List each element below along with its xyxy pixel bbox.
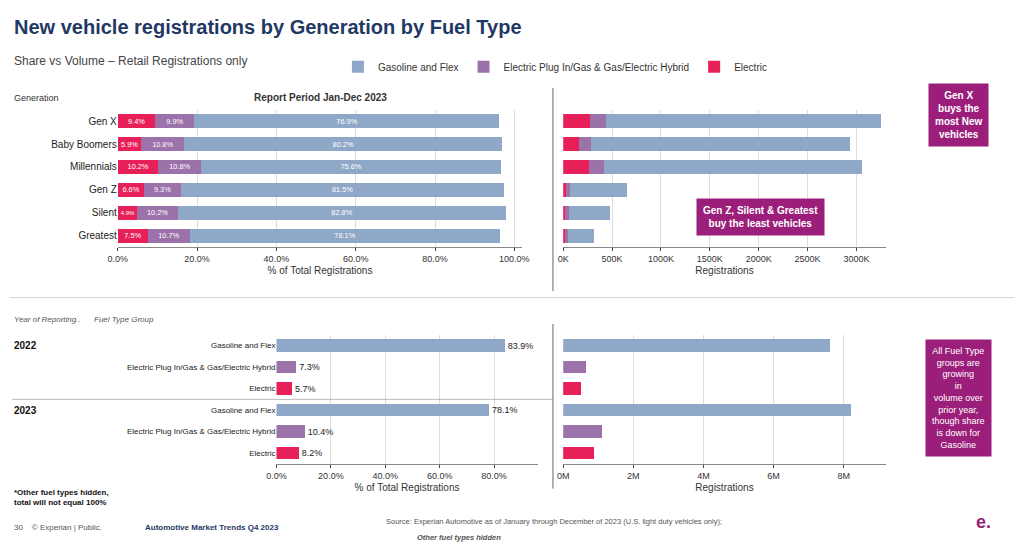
svg-text:All Fuel Typegroups aregrowing: All Fuel Typegroups aregrowinginvolume o… bbox=[932, 346, 985, 450]
svg-text:76.9%: 76.9% bbox=[336, 117, 357, 126]
svg-text:0K: 0K bbox=[558, 254, 569, 264]
svg-text:Gen X: Gen X bbox=[88, 116, 117, 127]
svg-text:7.5%: 7.5% bbox=[124, 231, 141, 240]
svg-text:2000K: 2000K bbox=[746, 254, 772, 264]
svg-text:0.0%: 0.0% bbox=[108, 254, 129, 264]
svg-text:New vehicle registrations by G: New vehicle registrations by Generation … bbox=[14, 16, 522, 38]
svg-text:3000K: 3000K bbox=[843, 254, 869, 264]
svg-text:Electric: Electric bbox=[734, 62, 767, 73]
svg-text:Gen Xbuys themost Newvehicles: Gen Xbuys themost Newvehicles bbox=[935, 90, 982, 140]
svg-text:9.3%: 9.3% bbox=[154, 185, 171, 194]
svg-text:*Other fuel types hidden,total: *Other fuel types hidden,total will not … bbox=[14, 488, 109, 507]
svg-text:0.0%: 0.0% bbox=[266, 471, 287, 481]
svg-text:Gasoline and Flex: Gasoline and Flex bbox=[211, 341, 275, 350]
svg-text:Fuel Type Group: Fuel Type Group bbox=[94, 315, 154, 324]
svg-text:Report Period Jan-Dec 2023: Report Period Jan-Dec 2023 bbox=[254, 92, 387, 103]
svg-text:30 © Experian | Public.: 30 © Experian | Public. bbox=[14, 523, 102, 532]
svg-text:40.0%: 40.0% bbox=[373, 471, 399, 481]
svg-text:9.9%: 9.9% bbox=[166, 117, 183, 126]
svg-text:80.0%: 80.0% bbox=[422, 254, 448, 264]
svg-text:Millennials: Millennials bbox=[70, 161, 117, 172]
svg-text:10.2%: 10.2% bbox=[128, 162, 149, 171]
svg-text:4.9%: 4.9% bbox=[121, 210, 135, 216]
svg-text:6M: 6M bbox=[767, 471, 780, 481]
svg-text:10.2%: 10.2% bbox=[147, 208, 168, 217]
svg-text:Silent: Silent bbox=[92, 207, 117, 218]
svg-text:Electric Plug In/Gas & Gas/Ele: Electric Plug In/Gas & Gas/Electric Hybr… bbox=[504, 62, 690, 73]
svg-text:6.6%: 6.6% bbox=[122, 185, 139, 194]
svg-text:10.7%: 10.7% bbox=[158, 231, 179, 240]
svg-text:9.4%: 9.4% bbox=[128, 117, 145, 126]
svg-text:4M: 4M bbox=[697, 471, 710, 481]
svg-text:10.8%: 10.8% bbox=[169, 162, 190, 171]
svg-text:60.0%: 60.0% bbox=[427, 471, 453, 481]
svg-text:78.1%: 78.1% bbox=[334, 231, 355, 240]
svg-text:Registrations: Registrations bbox=[695, 265, 753, 276]
svg-text:80.0%: 80.0% bbox=[481, 471, 507, 481]
svg-text:78.1%: 78.1% bbox=[492, 405, 518, 415]
svg-text:Electric Plug In/Gas & Gas/Ele: Electric Plug In/Gas & Gas/Electric Hybr… bbox=[127, 427, 276, 436]
svg-text:Source: Experian Automotive as: Source: Experian Automotive as of Januar… bbox=[386, 517, 722, 526]
svg-text:8.2%: 8.2% bbox=[302, 448, 323, 458]
svg-text:82.8%: 82.8% bbox=[331, 208, 352, 217]
svg-text:% of Total Registrations: % of Total Registrations bbox=[268, 265, 373, 276]
svg-text:2023: 2023 bbox=[14, 405, 37, 416]
svg-text:Baby Boomers: Baby Boomers bbox=[51, 139, 117, 150]
svg-text:Electric: Electric bbox=[249, 384, 275, 393]
svg-text:75.6%: 75.6% bbox=[340, 162, 361, 171]
svg-text:60.0%: 60.0% bbox=[343, 254, 369, 264]
svg-text:e.: e. bbox=[976, 512, 991, 532]
svg-text:Other fuel types hidden: Other fuel types hidden bbox=[417, 533, 501, 542]
svg-text:500K: 500K bbox=[602, 254, 623, 264]
svg-text:Electric Plug In/Gas & Gas/Ele: Electric Plug In/Gas & Gas/Electric Hybr… bbox=[127, 363, 276, 372]
svg-text:7.3%: 7.3% bbox=[299, 362, 320, 372]
svg-text:Generation: Generation bbox=[14, 93, 59, 103]
svg-text:Registrations: Registrations bbox=[695, 482, 753, 493]
svg-text:80.2%: 80.2% bbox=[333, 140, 354, 149]
svg-text:10.8%: 10.8% bbox=[152, 140, 173, 149]
svg-text:20.0%: 20.0% bbox=[184, 254, 210, 264]
svg-text:83.9%: 83.9% bbox=[508, 341, 534, 351]
svg-text:Gasoline and Flex: Gasoline and Flex bbox=[211, 406, 275, 415]
svg-text:0M: 0M bbox=[557, 471, 570, 481]
svg-text:% of Total Registrations: % of Total Registrations bbox=[355, 482, 460, 493]
svg-text:8M: 8M bbox=[837, 471, 850, 481]
svg-text:5.9%: 5.9% bbox=[121, 140, 138, 149]
svg-text:1500K: 1500K bbox=[697, 254, 723, 264]
svg-text:2M: 2M bbox=[627, 471, 640, 481]
svg-text:Gen Z: Gen Z bbox=[89, 184, 117, 195]
svg-text:100.0%: 100.0% bbox=[499, 254, 530, 264]
svg-text:2500K: 2500K bbox=[795, 254, 821, 264]
svg-text:40.0%: 40.0% bbox=[264, 254, 290, 264]
svg-text:Gasoline and Flex: Gasoline and Flex bbox=[378, 62, 459, 73]
svg-text:Share vs Volume – Retail Regis: Share vs Volume – Retail Registrations o… bbox=[14, 54, 247, 68]
svg-text:10.4%: 10.4% bbox=[308, 427, 334, 437]
svg-text:Electric: Electric bbox=[249, 449, 275, 458]
svg-text:Automotive Market Trends Q4 20: Automotive Market Trends Q4 2023 bbox=[145, 523, 279, 532]
svg-text:20.0%: 20.0% bbox=[318, 471, 344, 481]
svg-text:5.7%: 5.7% bbox=[295, 384, 316, 394]
svg-text:2022: 2022 bbox=[14, 340, 37, 351]
svg-text:Gen Z, Silent & Greatestbuy th: Gen Z, Silent & Greatestbuy the least ve… bbox=[703, 205, 818, 229]
svg-text:Year of Reporting..: Year of Reporting.. bbox=[14, 315, 81, 324]
svg-text:81.5%: 81.5% bbox=[332, 185, 353, 194]
svg-text:1000K: 1000K bbox=[648, 254, 674, 264]
svg-text:Greatest: Greatest bbox=[78, 230, 117, 241]
